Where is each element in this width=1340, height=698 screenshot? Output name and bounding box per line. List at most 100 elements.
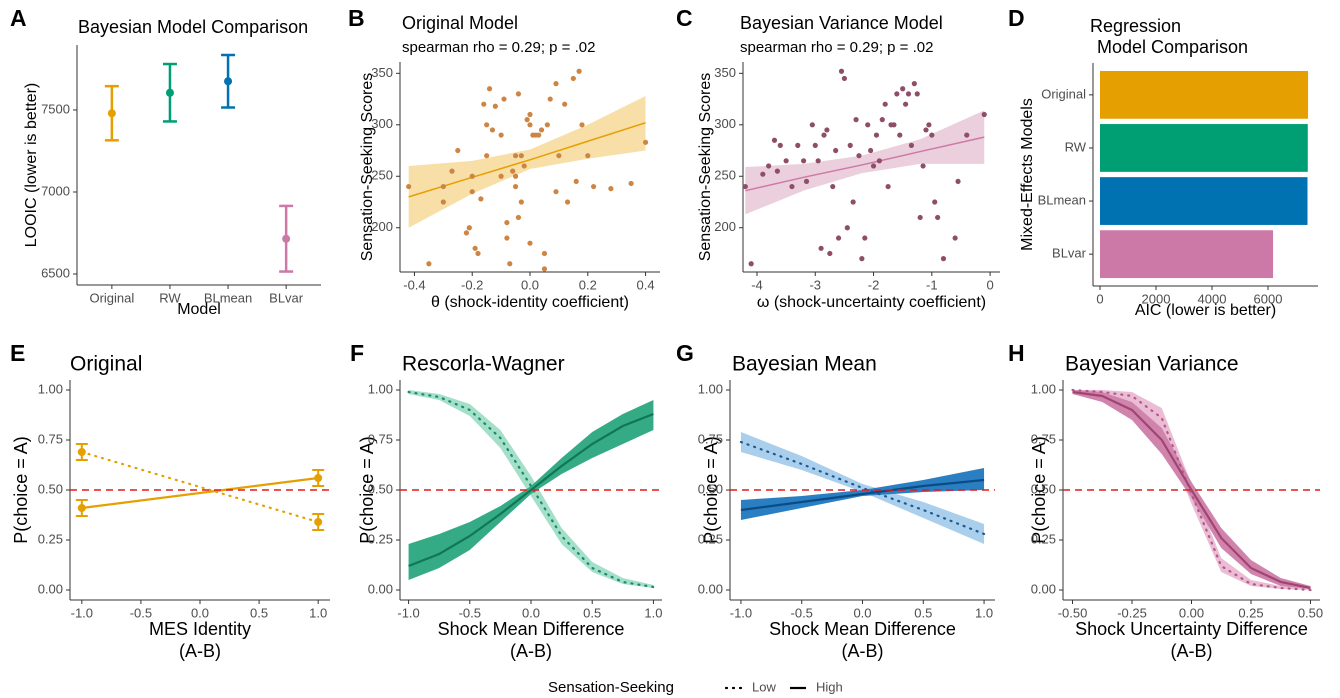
x-tick-label: BLmean <box>204 290 252 305</box>
chart-title: Regression <box>1090 16 1181 36</box>
point <box>608 186 614 192</box>
x-axis-title: Model <box>177 301 221 318</box>
x-tick-label: -1.0 <box>730 605 752 620</box>
bar <box>1100 124 1308 172</box>
regression-line <box>745 136 985 192</box>
x-axis-title: ω (shock-uncertainty coefficient) <box>757 294 986 311</box>
point <box>553 81 559 87</box>
point <box>856 153 862 159</box>
point <box>914 91 920 97</box>
panel-label: G <box>676 340 694 366</box>
y-axis-title: P(choice = A) <box>701 436 721 544</box>
point <box>507 261 513 267</box>
point <box>742 183 748 190</box>
point <box>900 86 906 92</box>
point <box>107 109 116 118</box>
point <box>862 235 868 241</box>
y-tick-label: 0.00 <box>1031 581 1056 596</box>
chart-title: Bayesian Variance Model <box>740 13 943 33</box>
point <box>440 183 446 190</box>
y-tick-label: Original <box>1041 86 1086 101</box>
x-tick-label: 4000 <box>1198 291 1227 306</box>
x-tick-label: -4 <box>751 277 763 292</box>
x-tick-label: -0.25 <box>1117 605 1147 620</box>
x-tick-label: 0.0 <box>521 277 539 292</box>
point <box>406 183 412 190</box>
point <box>952 235 958 241</box>
y-tick-label: BLmean <box>1038 192 1086 207</box>
point <box>536 132 542 138</box>
x-axis-title: (A-B) <box>1171 641 1213 661</box>
y-tick-label: 0.75 <box>38 431 63 446</box>
y-tick-label: 7000 <box>41 183 70 198</box>
point <box>833 147 839 154</box>
point <box>515 91 522 97</box>
point <box>527 122 533 128</box>
chart-title: Original <box>70 353 142 376</box>
x-tick-label: 0.2 <box>579 277 597 292</box>
chart-title: Rescorla-Wagner <box>402 353 565 376</box>
panel-label: D <box>1008 5 1025 31</box>
confidence-band <box>745 110 985 215</box>
y-tick-label: RW <box>1065 139 1087 154</box>
y-tick-label: 0.50 <box>1031 481 1056 496</box>
legend-label: Low <box>752 679 776 694</box>
point <box>478 196 484 202</box>
point <box>894 91 900 97</box>
x-tick-label: -1.0 <box>397 605 419 620</box>
x-tick-label: BLvar <box>269 290 304 305</box>
y-tick-label: 350 <box>371 65 393 80</box>
regression-line <box>408 122 646 198</box>
y-tick-label: 300 <box>371 116 393 131</box>
point <box>905 91 912 97</box>
x-tick-label: 0.4 <box>637 277 655 292</box>
y-tick-label: 0.25 <box>368 531 393 546</box>
y-axis-title: LOOIC (lower is better) <box>23 83 40 247</box>
point <box>917 214 923 221</box>
y-axis-title: P(choice = A) <box>1029 436 1049 544</box>
point <box>801 158 807 164</box>
chart-title: Original Model <box>402 13 518 33</box>
point <box>789 183 795 190</box>
panel-label: A <box>10 5 27 31</box>
x-tick-label: 0.25 <box>1238 605 1263 620</box>
point <box>469 189 475 195</box>
point <box>882 101 888 107</box>
point <box>911 81 917 87</box>
point <box>844 225 850 231</box>
x-tick-label: -0.2 <box>461 277 483 292</box>
point <box>556 153 562 159</box>
point <box>455 147 461 154</box>
panel-label: C <box>676 5 693 31</box>
point <box>504 219 510 226</box>
series-line <box>408 412 654 568</box>
x-axis-title: (A-B) <box>510 641 552 661</box>
series-line <box>739 440 986 536</box>
point <box>512 153 519 159</box>
point <box>426 261 432 267</box>
point <box>314 474 323 482</box>
x-axis-title: Shock Uncertainty Difference <box>1075 619 1308 639</box>
y-tick-label: 250 <box>371 168 393 183</box>
point <box>815 158 821 164</box>
x-axis-title: AIC (lower is better) <box>1135 302 1276 319</box>
point <box>469 173 475 179</box>
y-tick-label: 1.00 <box>38 381 63 396</box>
point <box>501 96 507 102</box>
point <box>771 137 778 143</box>
point <box>541 266 548 272</box>
point <box>926 122 932 128</box>
point <box>541 250 548 257</box>
confidence-band <box>740 432 985 544</box>
point <box>553 189 559 195</box>
y-tick-label: 0.25 <box>38 531 63 546</box>
panel-label: B <box>348 5 365 31</box>
point <box>484 153 490 159</box>
point <box>847 142 853 148</box>
point <box>642 139 649 145</box>
point <box>579 122 585 128</box>
point <box>562 101 568 107</box>
y-tick-label: 6500 <box>41 265 70 280</box>
chart-title: Bayesian Variance <box>1065 353 1239 376</box>
